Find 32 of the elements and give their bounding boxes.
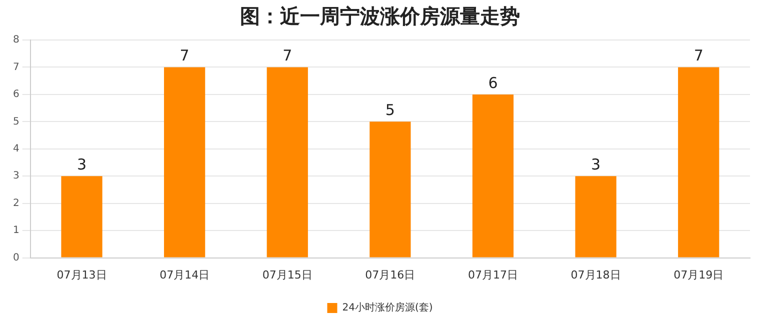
data-label: 3 — [76, 156, 87, 174]
data-label: 7 — [282, 46, 292, 65]
y-tick-label: 8 — [12, 34, 20, 46]
y-tick-label: 1 — [12, 225, 20, 236]
data-label: 7 — [180, 46, 190, 65]
data-label: 5 — [385, 101, 395, 120]
data-label: 6 — [488, 74, 498, 92]
y-tick-label: 5 — [12, 116, 20, 128]
x-tick-label: 07月15日 — [262, 268, 312, 282]
y-tick-label: 0 — [12, 252, 20, 264]
x-tick-label: 07月13日 — [56, 268, 107, 282]
legend-label: 24小时涨价房源(套) — [342, 302, 433, 314]
y-tick-label: 4 — [12, 143, 20, 154]
x-tick-label: 07月16日 — [365, 268, 416, 282]
bar — [266, 67, 308, 258]
data-label: 3 — [591, 156, 601, 174]
bar — [575, 176, 616, 258]
bar — [370, 122, 411, 258]
x-tick-label: 07月19日 — [674, 268, 724, 282]
y-tick-label: 3 — [12, 170, 20, 182]
chart-title: 图：近一周宁波涨价房源量走势 — [240, 4, 520, 28]
x-tick-label: 07月17日 — [468, 268, 518, 282]
y-tick-label: 7 — [12, 62, 20, 73]
y-tick-label: 2 — [12, 198, 20, 209]
x-tick-label: 07月18日 — [570, 268, 621, 282]
data-label: 7 — [694, 46, 704, 65]
y-tick-label: 6 — [12, 89, 20, 100]
bar — [61, 176, 102, 258]
bar — [678, 67, 720, 258]
x-tick-label: 07月14日 — [160, 268, 210, 282]
bar — [164, 67, 206, 258]
bar — [472, 94, 514, 258]
